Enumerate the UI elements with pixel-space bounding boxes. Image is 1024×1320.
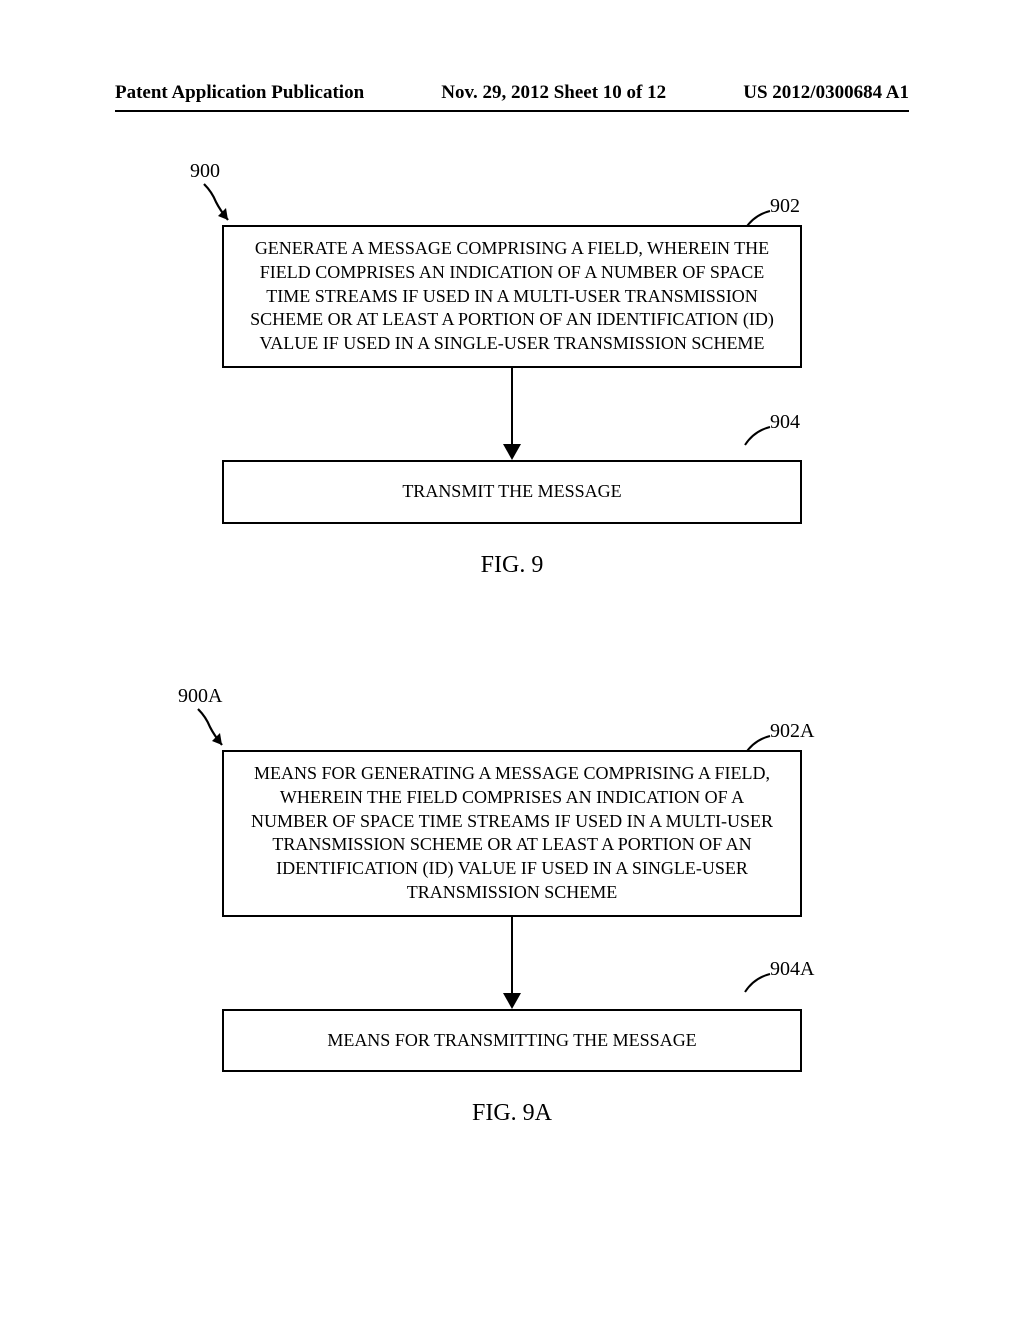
fig9-box-904: TRANSMIT THE MESSAGE (222, 460, 802, 524)
fig9a-box-904a: MEANS FOR TRANSMITTING THE MESSAGE (222, 1009, 802, 1073)
fig9a-box-904a-text: MEANS FOR TRANSMITTING THE MESSAGE (327, 1030, 696, 1050)
fig9a-box-902a: MEANS FOR GENERATING A MESSAGE COMPRISIN… (222, 750, 802, 917)
ref-904a: 904A (742, 970, 802, 998)
fig9a-box-902a-text: MEANS FOR GENERATING A MESSAGE COMPRISIN… (251, 763, 773, 902)
page: Patent Application Publication Nov. 29, … (0, 0, 1024, 1320)
ref-902-label: 902 (770, 195, 800, 218)
fig9a-caption: FIG. 9A (472, 1100, 552, 1127)
ref-904: 904 (742, 423, 792, 451)
figure-9: 900 902 GENERATE A MESSAGE COMPRISING A … (0, 165, 1024, 579)
fig9-box-904-text: TRANSMIT THE MESSAGE (402, 481, 621, 501)
header-rule (115, 110, 909, 112)
header-left: Patent Application Publication (115, 82, 364, 104)
fig9-arrow-902-to-904 (503, 368, 521, 460)
header-right: US 2012/0300684 A1 (743, 82, 909, 104)
ref-904a-label: 904A (770, 958, 814, 981)
fig9-box-902: GENERATE A MESSAGE COMPRISING A FIELD, W… (222, 225, 802, 368)
fig9a-arrow-902a-to-904a (503, 917, 521, 1009)
ref-902a-label: 902A (770, 720, 814, 743)
header-center: Nov. 29, 2012 Sheet 10 of 12 (441, 82, 666, 104)
fig9-box-902-text: GENERATE A MESSAGE COMPRISING A FIELD, W… (250, 238, 774, 353)
fig9-caption: FIG. 9 (481, 552, 544, 579)
page-header: Patent Application Publication Nov. 29, … (115, 82, 909, 104)
ref-904-label: 904 (770, 411, 800, 434)
figure-9a: 900A 902A MEANS FOR GENERATING A MESSAGE… (0, 690, 1024, 1127)
